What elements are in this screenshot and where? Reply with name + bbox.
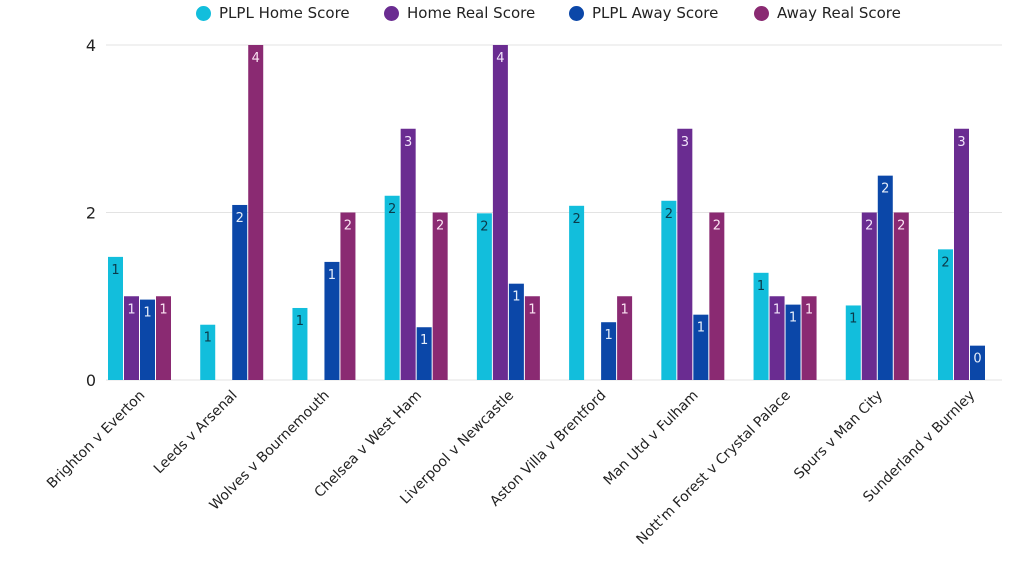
bar-data-label: 2 bbox=[436, 219, 444, 234]
bar-data-label: 1 bbox=[620, 302, 628, 317]
bar-data-label: 3 bbox=[404, 135, 412, 150]
bar-data-label: 2 bbox=[480, 219, 488, 234]
bar-2-0[interactable] bbox=[292, 307, 308, 380]
bar-0-1[interactable] bbox=[124, 296, 139, 380]
legend-item-plpl-away[interactable]: PLPL Away Score bbox=[569, 4, 718, 22]
bar-data-label: 1 bbox=[773, 302, 781, 317]
legend-label-away-real: Away Real Score bbox=[777, 4, 901, 22]
legend-item-plpl-home[interactable]: PLPL Home Score bbox=[196, 4, 350, 22]
bar-4-2[interactable] bbox=[508, 283, 524, 380]
bar-6-1[interactable] bbox=[677, 128, 693, 380]
bar-data-label: 1 bbox=[111, 263, 119, 278]
bar-data-label: 4 bbox=[496, 51, 504, 66]
legend-item-away-real[interactable]: Away Real Score bbox=[754, 4, 901, 22]
bar-data-label: 0 bbox=[973, 352, 981, 367]
bar-data-label: 1 bbox=[789, 311, 797, 326]
bar-0-3[interactable] bbox=[156, 296, 171, 380]
x-tick-label: Man Utd v Fulham bbox=[601, 388, 702, 489]
bar-data-label: 2 bbox=[941, 255, 949, 270]
bar-data-label: 2 bbox=[665, 207, 673, 222]
bar-1-3[interactable] bbox=[248, 45, 264, 380]
legend-label-home-real: Home Real Score bbox=[407, 4, 536, 22]
legend-swatch-home-real bbox=[384, 5, 399, 21]
bar-data-label: 2 bbox=[865, 219, 873, 234]
bar-data-label: 1 bbox=[143, 306, 151, 321]
bar-8-3[interactable] bbox=[893, 212, 909, 381]
bar-data-label: 1 bbox=[512, 290, 520, 305]
bar-data-label: 2 bbox=[388, 202, 396, 217]
bar-0-2[interactable] bbox=[140, 299, 155, 380]
y-tick-label: 2 bbox=[86, 204, 96, 223]
bar-8-0[interactable] bbox=[845, 305, 861, 380]
bar-3-3[interactable] bbox=[432, 212, 448, 381]
bar-1-0[interactable] bbox=[200, 324, 216, 380]
bar-data-label: 1 bbox=[159, 302, 167, 317]
bar-data-label: 3 bbox=[681, 135, 689, 150]
x-tick-label: Chelsea v West Ham bbox=[312, 388, 425, 501]
bar-data-label: 2 bbox=[713, 219, 721, 234]
bar-data-label: 2 bbox=[344, 219, 352, 234]
bar-9-0[interactable] bbox=[938, 249, 953, 380]
legend-label-plpl-home: PLPL Home Score bbox=[219, 4, 350, 22]
y-tick-label: 0 bbox=[86, 371, 96, 390]
bar-data-label: 3 bbox=[957, 135, 965, 150]
legend-swatch-away-real bbox=[754, 5, 769, 21]
bar-0-0[interactable] bbox=[108, 256, 123, 380]
bar-4-0[interactable] bbox=[476, 213, 492, 380]
bar-4-3[interactable] bbox=[524, 296, 540, 380]
bar-data-label: 2 bbox=[236, 211, 244, 226]
x-axis: Brighton v Everton Leeds v ArsenalWolves … bbox=[44, 388, 978, 548]
bar-data-label: 2 bbox=[572, 212, 580, 227]
bar-2-3[interactable] bbox=[340, 212, 356, 381]
bar-data-label: 1 bbox=[328, 268, 336, 283]
bar-6-0[interactable] bbox=[661, 200, 677, 380]
bar-7-2[interactable] bbox=[785, 304, 801, 380]
bar-data-label: 4 bbox=[252, 51, 260, 66]
bar-6-2[interactable] bbox=[693, 314, 709, 380]
x-tick-label: Spurs v Man City bbox=[791, 388, 886, 483]
legend-swatch-plpl-away bbox=[569, 5, 584, 21]
bar-data-label: 1 bbox=[420, 333, 428, 348]
bar-data-label: 1 bbox=[296, 314, 304, 329]
bar-data-label: 1 bbox=[528, 302, 536, 317]
bar-4-1[interactable] bbox=[492, 45, 508, 380]
bar-6-3[interactable] bbox=[709, 212, 725, 381]
bar-data-label: 1 bbox=[204, 331, 212, 346]
y-axis: 0 2 4 bbox=[86, 36, 96, 390]
bar-8-1[interactable] bbox=[861, 212, 877, 381]
bar-3-1[interactable] bbox=[400, 128, 416, 380]
bar-data-label: 2 bbox=[881, 182, 889, 197]
bar-data-label: 1 bbox=[604, 328, 612, 343]
bar-8-2[interactable] bbox=[877, 175, 893, 380]
bar-5-2[interactable] bbox=[601, 322, 617, 380]
bar-data-label: 1 bbox=[805, 302, 813, 317]
x-tick-label: Nott'm Forest v Crystal Palace bbox=[634, 388, 794, 548]
legend-label-plpl-away: PLPL Away Score bbox=[592, 4, 719, 22]
x-tick-label: Leeds v Arsenal bbox=[151, 388, 241, 478]
bar-1-2[interactable] bbox=[232, 204, 248, 380]
bar-9-1[interactable] bbox=[954, 128, 969, 380]
chart-legend: PLPL Home Score Home Real Score PLPL Awa… bbox=[0, 4, 1024, 26]
bars bbox=[108, 45, 985, 380]
y-tick-label: 4 bbox=[86, 36, 96, 55]
bar-3-2[interactable] bbox=[416, 327, 432, 380]
legend-item-home-real[interactable]: Home Real Score bbox=[384, 4, 535, 22]
bar-data-label: 1 bbox=[849, 311, 857, 326]
bar-7-1[interactable] bbox=[769, 296, 785, 380]
bar-data-label: 1 bbox=[697, 321, 705, 336]
bar-7-0[interactable] bbox=[753, 272, 769, 380]
legend-swatch-plpl-home bbox=[196, 5, 211, 21]
bar-5-3[interactable] bbox=[617, 296, 633, 380]
bar-3-0[interactable] bbox=[384, 195, 400, 380]
bar-5-0[interactable] bbox=[569, 205, 585, 380]
bar-9-2[interactable] bbox=[970, 345, 985, 380]
bar-2-2[interactable] bbox=[324, 261, 340, 380]
bar-7-3[interactable] bbox=[801, 296, 817, 380]
x-tick-label: Brighton v Everton bbox=[44, 388, 148, 492]
bar-data-label: 1 bbox=[757, 279, 765, 294]
bar-data-label: 2 bbox=[897, 219, 905, 234]
bar-data-label: 1 bbox=[127, 302, 135, 317]
